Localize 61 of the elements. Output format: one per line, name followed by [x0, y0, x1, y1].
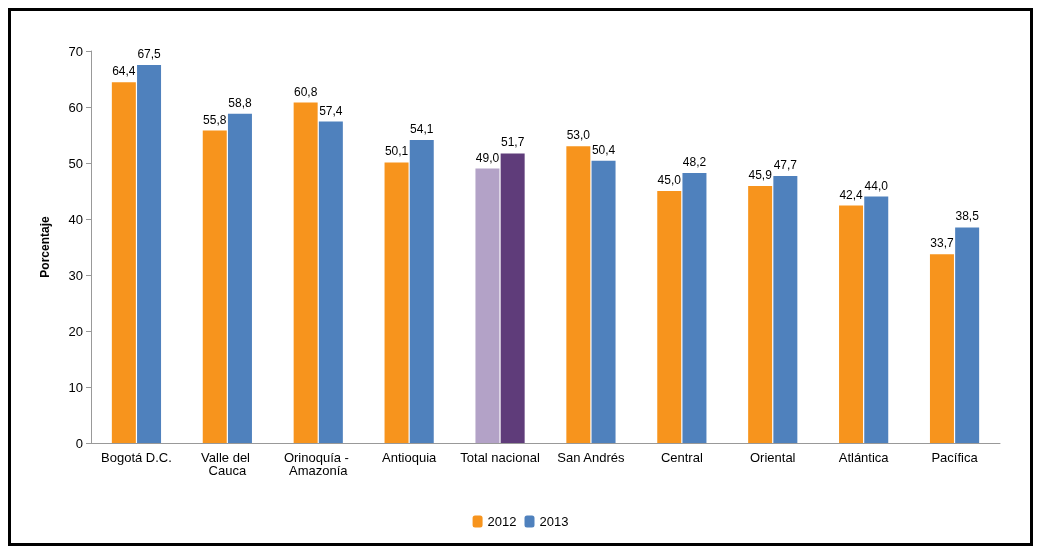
y-tick-label: 40 [68, 211, 83, 227]
bar [293, 102, 318, 443]
data-label: 49,0 [475, 150, 500, 165]
bar [384, 162, 409, 443]
data-label: 51,7 [500, 135, 525, 150]
data-label: 67,5 [137, 47, 162, 61]
y-tick-label: 10 [68, 379, 83, 395]
data-label: 44,0 [864, 178, 889, 193]
bar [839, 205, 864, 443]
bar [566, 146, 591, 443]
x-tick-label: Valle del Cauca [201, 450, 254, 478]
bar [227, 113, 252, 443]
data-label: 58,8 [228, 95, 252, 110]
legend-label: 2012 [487, 514, 517, 529]
y-tick-label: 70 [68, 43, 83, 59]
bar [682, 173, 707, 443]
bar [657, 191, 682, 443]
data-label: 60,8 [293, 84, 318, 99]
data-label: 38,5 [955, 209, 980, 224]
bar [409, 140, 434, 443]
x-tick-label: Central [660, 450, 703, 465]
data-label: 64,4 [112, 64, 136, 79]
data-label: 50,4 [591, 142, 616, 157]
y-axis-title: Porcentaje [38, 215, 52, 278]
bar [475, 168, 500, 443]
bar [748, 185, 773, 443]
data-label: 47,7 [773, 157, 798, 172]
x-tick-label: Orinoquía - Amazonía [283, 450, 353, 478]
legend-label: 2013 [539, 514, 569, 529]
bar [500, 153, 525, 443]
data-label: 42,4 [839, 187, 864, 202]
data-label: 53,0 [566, 128, 591, 143]
x-tick-label: Pacífica [931, 450, 979, 465]
x-tick-label: Oriental [749, 450, 796, 465]
y-tick-label: 20 [68, 323, 83, 339]
data-label: 54,1 [410, 122, 434, 137]
y-tick-label: 50 [68, 155, 83, 171]
bar [591, 160, 616, 443]
bar [202, 130, 227, 443]
data-label: 33,7 [930, 236, 954, 251]
x-tick-label: Atlántica [838, 450, 890, 465]
x-tick-label: Total nacional [460, 450, 540, 465]
x-tick-label: Antioquia [382, 450, 438, 465]
data-label: 50,1 [384, 144, 409, 159]
bar [111, 82, 136, 443]
y-tick-label: 60 [68, 99, 83, 115]
data-label: 55,8 [203, 112, 227, 127]
data-label: 57,4 [319, 103, 343, 118]
data-label: 48,2 [682, 155, 707, 170]
bar [955, 227, 980, 443]
bar [864, 196, 889, 443]
x-tick-label: San Andrés [557, 450, 626, 465]
data-label: 45,0 [657, 173, 682, 187]
data-label: 45,9 [748, 167, 773, 182]
bar [137, 65, 162, 443]
bar [929, 254, 954, 443]
x-tick-label: Bogotá D.C. [101, 450, 172, 465]
bar [318, 121, 343, 443]
y-tick-label: 0 [75, 435, 83, 451]
y-tick-label: 30 [68, 267, 83, 283]
bar [773, 175, 798, 443]
